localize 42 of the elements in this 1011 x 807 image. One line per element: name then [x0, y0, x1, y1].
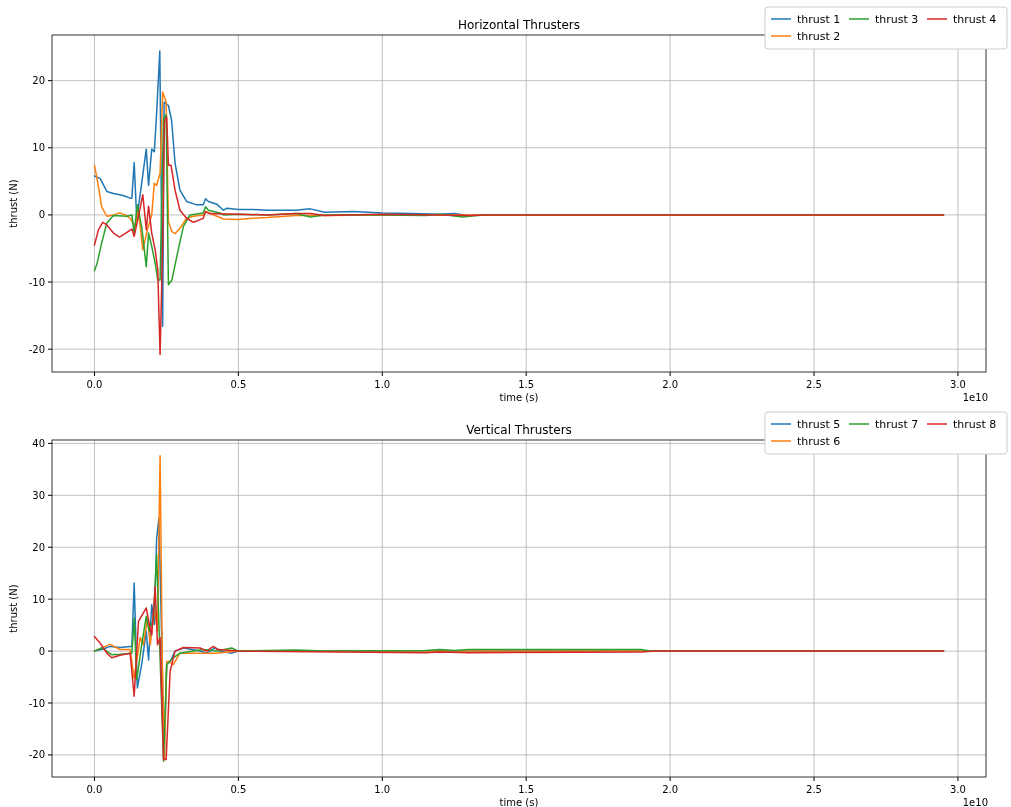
y-tick-label: 30 [32, 489, 45, 501]
y-tick-label: 0 [38, 645, 45, 657]
legend-label: thrust 6 [797, 435, 841, 448]
y-tick-label: -20 [28, 343, 45, 355]
x-tick-label: 2.5 [806, 784, 822, 795]
legend-label: thrust 2 [797, 30, 841, 43]
x-tick-label: 1.0 [374, 379, 391, 390]
y-tick-label: -10 [28, 697, 45, 709]
y-tick-label: 10 [32, 142, 45, 154]
y-axis-title: thrust (N) [8, 584, 19, 633]
x-tick-label: 3.0 [949, 379, 966, 390]
y-tick-label: 10 [32, 593, 45, 605]
y-tick-label: 20 [32, 541, 45, 553]
x-tick-label: 0.5 [230, 784, 247, 795]
legend-label: thrust 8 [953, 418, 997, 431]
legend-label: thrust 5 [797, 418, 841, 431]
y-tick-label: -20 [28, 749, 45, 761]
legend-label: thrust 4 [953, 13, 997, 26]
x-tick-label: 1.5 [518, 379, 535, 390]
y-tick-label: 0 [38, 209, 45, 221]
text: 1e10 [962, 797, 988, 807]
legend-label: thrust 1 [797, 13, 841, 26]
x-tick-label: 2.0 [662, 784, 679, 795]
x-axis-title: time (s) [499, 392, 539, 403]
x-tick-label: 1.5 [518, 784, 535, 795]
chart-title: Horizontal Thrusters [457, 18, 581, 32]
y-tick-label: 20 [32, 75, 45, 87]
x-tick-label: 0.0 [86, 379, 103, 390]
x-tick-label: 0.0 [86, 784, 103, 795]
x-axis-title: time (s) [499, 797, 539, 807]
x-tick-label: 2.0 [662, 379, 679, 390]
x-tick-label: 0.5 [230, 379, 247, 390]
legend-label: thrust 7 [875, 418, 919, 431]
x-tick-label: 2.5 [806, 379, 822, 390]
y-tick-label: -10 [28, 276, 45, 288]
legend-label: thrust 3 [875, 13, 919, 26]
chart-title: Vertical Thrusters [466, 423, 572, 437]
y-tick-label: 40 [32, 437, 45, 449]
y-axis-title: thrust (N) [8, 179, 19, 228]
text: 1e10 [962, 392, 988, 403]
x-tick-label: 3.0 [949, 784, 966, 795]
x-tick-label: 1.0 [374, 784, 391, 795]
